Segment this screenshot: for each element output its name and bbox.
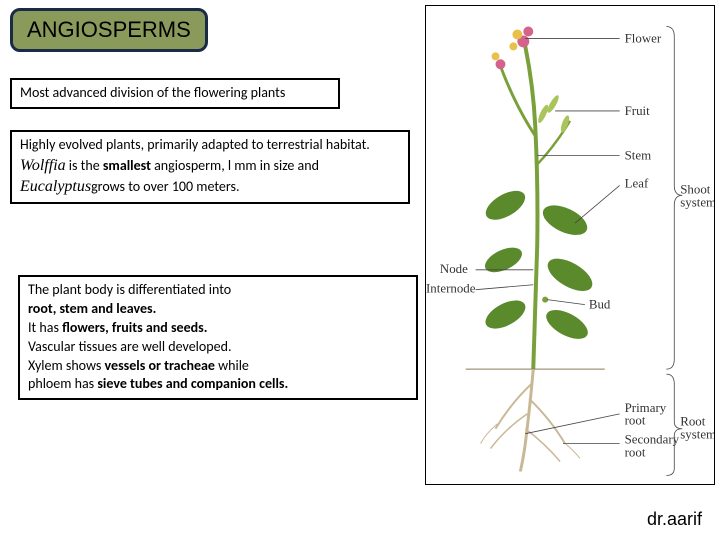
label-secondary-root-2: root xyxy=(625,445,646,460)
box3-l5b: sieve tubes and companion cells. xyxy=(97,375,288,392)
box2-end: grows to over 100 meters. xyxy=(91,178,239,195)
box2-bold1: smallest xyxy=(103,157,151,174)
box2-italic2: Eucalyptus xyxy=(20,178,91,195)
title-box: ANGIOSPERMS xyxy=(10,8,208,52)
label-bud: Bud xyxy=(589,297,611,312)
info-box-3: The plant body is differentiated into ro… xyxy=(18,275,418,400)
svg-text:Primaryroot: Primaryroot xyxy=(625,400,667,428)
label-fruit: Fruit xyxy=(625,103,651,118)
box2-mid: is the xyxy=(66,157,103,174)
box3-l2a: It has xyxy=(28,319,62,336)
box3-l5a: phloem has xyxy=(28,375,97,392)
info-box-2: Highly evolved plants, primarily adapted… xyxy=(10,130,410,204)
box1-text: Most advanced division of the flowering … xyxy=(20,84,285,101)
label-root-sys-2: system xyxy=(680,427,714,442)
page-title: ANGIOSPERMS xyxy=(27,17,191,42)
box3-l3: Vascular tissues are well developed. xyxy=(28,338,408,357)
box2-italic1: Wolffia xyxy=(20,157,66,174)
box3-l4a: Xylem shows xyxy=(28,357,105,374)
box3-l1a: The plant body is differentiated into xyxy=(28,281,408,300)
label-flower: Flower xyxy=(625,30,662,45)
box2-line1: Highly evolved plants, primarily adapted… xyxy=(20,136,400,155)
svg-text:Secondaryroot: Secondaryroot xyxy=(625,432,680,460)
credit-text: dr.aarif xyxy=(647,509,702,530)
label-leaf: Leaf xyxy=(625,175,649,190)
plant-diagram: Flower Fruit Stem Leaf Node Internode Bu… xyxy=(425,5,715,485)
box3-l2b: flowers, fruits and seeds. xyxy=(62,319,207,336)
label-internode: Internode xyxy=(426,281,476,296)
label-stem: Stem xyxy=(625,148,652,163)
svg-text:Shootsystem: Shootsystem xyxy=(680,181,714,209)
label-shoot-2: system xyxy=(680,194,714,209)
box3-l4b: vessels or tracheae xyxy=(105,357,219,374)
box3-l1b: root, stem and leaves. xyxy=(28,300,156,317)
info-box-1: Most advanced division of the flowering … xyxy=(10,78,340,109)
label-primary-root-2: root xyxy=(625,413,646,428)
box2-mid2: angiosperm, l mm in size and xyxy=(151,157,319,174)
box3-l4c: while xyxy=(218,357,249,374)
label-node: Node xyxy=(440,261,468,276)
svg-text:Rootsystem: Rootsystem xyxy=(680,414,714,442)
